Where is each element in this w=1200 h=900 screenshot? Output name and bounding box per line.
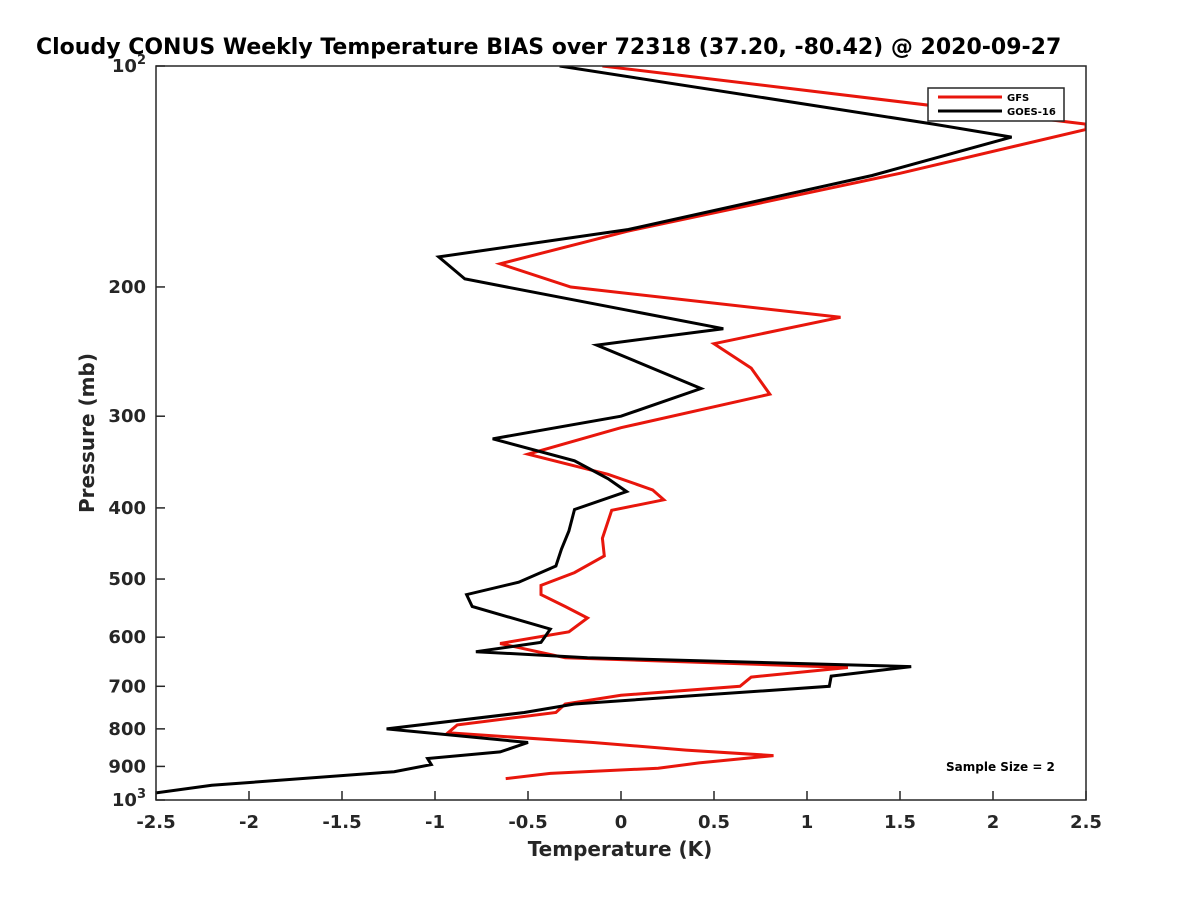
legend-label-gfs: GFS bbox=[1007, 93, 1029, 104]
series-line-gfs bbox=[444, 66, 1086, 781]
x-tick-label: 0 bbox=[615, 812, 628, 833]
y-tick-base: 10 bbox=[112, 790, 137, 811]
x-tick-label: 1.5 bbox=[884, 812, 916, 833]
x-tick-label: 2 bbox=[987, 812, 1000, 833]
y-tick-label: 400 bbox=[108, 498, 146, 519]
y-tick-label: 600 bbox=[108, 627, 146, 648]
y-tick-label: 200 bbox=[108, 277, 146, 298]
chart-title: Cloudy CONUS Weekly Temperature BIAS ove… bbox=[36, 35, 1061, 60]
y-tick-label: 300 bbox=[108, 406, 146, 427]
x-axis-label: Temperature (K) bbox=[528, 837, 713, 861]
y-tick-label: 900 bbox=[108, 756, 146, 777]
sample-size-annotation: Sample Size = 2 bbox=[946, 760, 1055, 774]
y-axis-label: Pressure (mb) bbox=[75, 353, 99, 513]
series-line-goes16 bbox=[156, 66, 1012, 795]
x-tick-label: -2 bbox=[239, 812, 259, 833]
x-tick-label: 0.5 bbox=[698, 812, 730, 833]
y-tick-exponent: 2 bbox=[137, 53, 146, 68]
x-tick-label: -0.5 bbox=[508, 812, 547, 833]
y-tick-base: 10 bbox=[112, 56, 137, 77]
x-tick-label: 2.5 bbox=[1070, 812, 1102, 833]
y-tick-exponent: 3 bbox=[137, 787, 146, 802]
y-tick-label: 102 bbox=[112, 53, 146, 77]
y-tick-label: 103 bbox=[112, 787, 146, 811]
x-tick-label: 1 bbox=[801, 812, 814, 833]
series-layer bbox=[156, 66, 1086, 795]
y-tick-label: 800 bbox=[108, 719, 146, 740]
x-axis-ticks: -2.5 -2 -1.5 -1 -0.5 0 0.5 1 1.5 2 2.5 bbox=[136, 791, 1102, 833]
legend: GFS GOES-16 bbox=[927, 87, 1065, 122]
x-tick-label: -1 bbox=[425, 812, 445, 833]
y-tick-label: 700 bbox=[108, 676, 146, 697]
axes-frame bbox=[155, 65, 1087, 801]
y-tick-label: 500 bbox=[108, 569, 146, 590]
x-tick-label: -2.5 bbox=[136, 812, 175, 833]
x-tick-label: -1.5 bbox=[322, 812, 361, 833]
legend-box bbox=[927, 87, 1065, 122]
legend-label-goes16: GOES-16 bbox=[1007, 107, 1056, 118]
